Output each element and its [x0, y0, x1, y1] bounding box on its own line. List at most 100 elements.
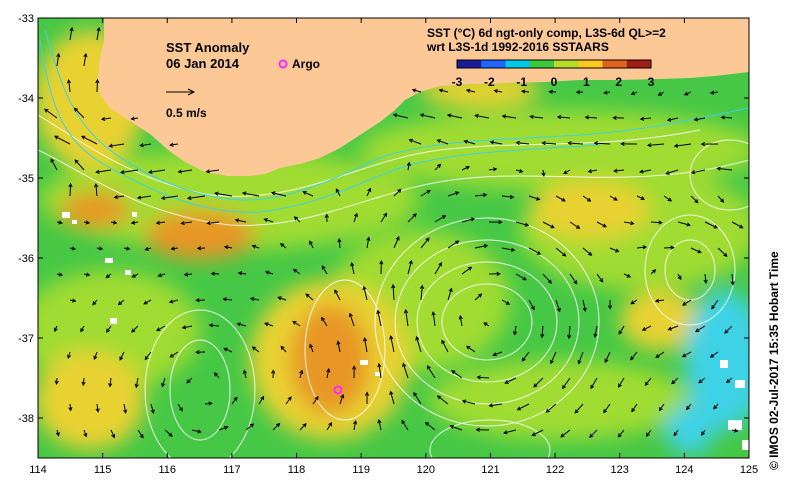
vector-scale-label: 0.5 m/s — [166, 106, 207, 120]
current-arrow-icon — [155, 220, 166, 225]
anomaly-patch — [290, 305, 370, 415]
x-tick-label: 116 — [158, 464, 176, 476]
current-arrow-icon — [214, 191, 233, 197]
current-arrow-icon — [574, 403, 584, 414]
plot-area — [38, 18, 749, 458]
current-arrow-icon — [515, 273, 527, 281]
current-arrow-icon — [503, 429, 517, 435]
current-arrow-icon — [709, 90, 719, 95]
current-arrow-icon — [299, 369, 304, 379]
current-arrow-icon — [324, 213, 329, 223]
current-arrow-icon — [364, 391, 370, 405]
current-arrow-icon — [709, 351, 719, 358]
current-arrow-icon — [582, 195, 592, 202]
current-arrow-icon — [671, 377, 679, 385]
current-arrow-icon — [131, 273, 139, 278]
current-arrow-icon — [293, 216, 301, 223]
current-arrow-icon — [271, 369, 276, 379]
current-arrow-icon — [68, 403, 73, 412]
current-arrow-icon — [309, 240, 314, 249]
current-arrow-icon — [493, 89, 503, 94]
current-arrow-icon — [587, 169, 598, 174]
current-arrow-icon — [636, 245, 648, 250]
colorbar-segment — [481, 60, 506, 68]
x-tick-label: 120 — [417, 464, 435, 476]
current-arrow-icon — [488, 219, 503, 225]
colorbar-segment — [578, 60, 603, 68]
y-tick-label: -36 — [18, 253, 34, 265]
current-arrow-icon — [555, 299, 561, 313]
current-arrow-icon — [556, 114, 571, 120]
current-arrow-icon — [94, 183, 99, 197]
current-arrow-icon — [531, 429, 544, 437]
current-arrow-icon — [475, 427, 490, 432]
current-arrow-icon — [548, 89, 557, 94]
current-arrow-icon — [562, 377, 571, 390]
colorbar-tick-label: 0 — [551, 75, 558, 89]
current-arrow-icon — [393, 188, 402, 197]
current-arrow-icon — [474, 113, 490, 119]
current-arrow-icon — [389, 335, 395, 353]
current-arrow-icon — [419, 113, 436, 119]
current-arrow-icon — [488, 403, 503, 408]
current-arrow-icon — [366, 187, 372, 197]
current-arrow-icon — [264, 270, 274, 275]
current-arrow-icon — [609, 195, 618, 201]
current-arrow-icon — [56, 220, 63, 225]
x-tick-label: 117 — [223, 464, 241, 476]
current-arrow-icon — [196, 246, 206, 251]
current-arrow-icon — [461, 217, 476, 223]
argo-float-icon — [333, 385, 343, 395]
current-arrow-icon — [655, 351, 665, 358]
current-arrow-icon — [512, 325, 518, 336]
current-arrow-icon — [501, 247, 516, 252]
current-arrow-icon — [521, 351, 530, 362]
colorbar-tick-label: -3 — [452, 75, 463, 89]
current-arrow-icon — [666, 117, 679, 122]
current-arrow-icon — [150, 403, 155, 414]
current-arrow-icon — [130, 220, 139, 225]
current-arrow-icon — [379, 260, 384, 275]
current-arrow-icon — [704, 221, 719, 229]
current-arrow-icon — [528, 195, 541, 201]
current-arrow-icon — [663, 195, 673, 202]
colorbar-tick-label: 1 — [583, 75, 590, 89]
argo-marker-icon — [278, 59, 288, 69]
colorbar-tick-label: 2 — [615, 75, 622, 89]
current-arrow-icon — [249, 296, 260, 302]
current-arrow-icon — [541, 169, 546, 177]
current-arrow-icon — [415, 336, 422, 353]
current-arrow-icon — [596, 221, 607, 228]
current-arrow-icon — [630, 299, 638, 305]
colorbar-segment — [457, 60, 482, 68]
colorbar-segment — [529, 60, 555, 68]
current-arrow-icon — [113, 194, 125, 200]
current-arrow-icon — [362, 337, 368, 353]
product-description: SST (°C) 6d ngt-only comp, L3S-6d QL>=2 — [427, 26, 666, 40]
current-arrow-icon — [366, 236, 371, 249]
current-arrow-icon — [406, 161, 411, 171]
current-arrow-icon — [321, 316, 328, 327]
current-arrow-icon — [56, 52, 61, 67]
current-arrow-icon — [419, 284, 425, 301]
current-arrow-icon — [604, 351, 611, 364]
current-arrow-icon — [144, 246, 152, 251]
current-arrow-icon — [218, 425, 229, 431]
map-title: SST Anomaly — [166, 40, 250, 55]
current-arrow-icon — [447, 287, 453, 301]
current-arrow-icon — [380, 212, 388, 223]
current-arrow-icon — [353, 420, 358, 431]
current-arrow-icon — [703, 273, 708, 285]
current-arrow-icon — [731, 428, 739, 433]
current-arrow-icon — [164, 429, 173, 437]
current-arrow-icon — [590, 377, 598, 390]
current-arrow-icon — [717, 195, 725, 203]
current-arrow-icon — [80, 325, 85, 333]
current-arrow-icon — [550, 351, 557, 365]
current-arrow-icon — [641, 325, 652, 331]
current-arrow-icon — [299, 423, 307, 431]
current-arrow-icon — [567, 141, 584, 146]
current-arrow-icon — [623, 221, 635, 226]
current-arrow-icon — [292, 268, 301, 275]
current-arrow-icon — [458, 315, 463, 327]
